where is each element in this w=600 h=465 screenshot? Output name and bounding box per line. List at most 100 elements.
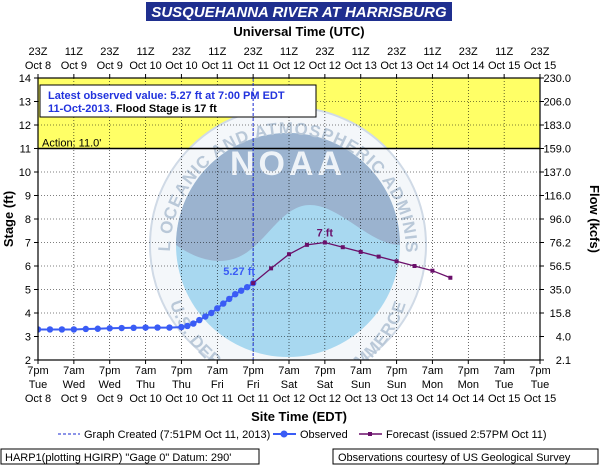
observed-point	[38, 326, 42, 333]
observed-point	[220, 300, 227, 307]
top-tick-date: Oct 15	[488, 60, 520, 72]
bottom-tick-day: Wed	[63, 379, 85, 391]
watermark-center-text: NOAA	[230, 145, 346, 183]
observed-point	[130, 324, 137, 332]
bottom-tick-date: Oct 10	[129, 393, 161, 405]
observed-point	[237, 287, 245, 294]
bottom-tick-time: 7pm	[171, 365, 192, 377]
series-layer	[38, 240, 453, 333]
forecast-point	[322, 240, 327, 245]
bottom-tick-date: Oct 10	[165, 393, 197, 405]
bottom-tick-date: Oct 9	[61, 393, 87, 405]
bottom-tick-date: Oct 14	[452, 393, 484, 405]
bottom-tick-day: Sat	[281, 379, 298, 391]
legend-forecast-label: Forecast (issued 2:57PM Oct 11)	[386, 429, 547, 441]
bottom-tick-day: Thu	[172, 379, 191, 391]
top-tick-label: 11Z	[352, 46, 370, 58]
top-tick-date: Oct 10	[165, 60, 197, 72]
top-tick-label: 23Z	[459, 46, 478, 58]
bottom-tick-day: Sun	[387, 379, 407, 391]
forecast-line	[252, 241, 451, 284]
bottom-tick-date: Oct 11	[201, 393, 233, 405]
observed-point	[178, 323, 185, 331]
right-tick-label: 4.0	[556, 332, 571, 344]
top-axis-title: Universal Time (UTC)	[233, 24, 364, 39]
forecast-point	[430, 268, 435, 273]
bottom-tick-day: Tue	[495, 379, 514, 391]
bottom-tick-time: 7am	[135, 365, 156, 377]
title-bar: SUSQUEHANNA RIVER AT HARRISBURG	[146, 2, 452, 21]
bottom-tick-date: Oct 15	[488, 393, 520, 405]
top-tick-date: Oct 9	[97, 60, 123, 72]
bottom-tick-time: 7pm	[99, 365, 120, 377]
left-tick-label: 2	[25, 355, 31, 367]
info-box-frame	[39, 84, 317, 118]
bottom-tick-day: Fri	[211, 379, 224, 391]
chart-title: SUSQUEHANNA RIVER AT HARRISBURG	[151, 4, 447, 21]
right-tick-label: 15.8	[550, 308, 571, 320]
info-date: 11-Oct-2013.	[48, 103, 113, 115]
bottom-tick-date: Oct 9	[97, 393, 123, 405]
observed-point	[106, 325, 113, 332]
top-tick-label: 23Z	[100, 46, 119, 58]
top-tick-label: 23Z	[244, 46, 263, 58]
watermark-seagull	[176, 133, 400, 261]
observed-point	[190, 320, 197, 327]
left-tick-label: 13	[19, 97, 31, 109]
right-tick-label: 76.2	[550, 238, 571, 250]
top-tick-label: 23Z	[531, 46, 550, 58]
bottom-tick-time: 7am	[493, 365, 514, 377]
observed-point	[208, 309, 215, 317]
legend-forecast-marker	[368, 432, 372, 436]
left-axis-title: Stage (ft)	[1, 191, 16, 247]
forecast-point	[340, 245, 345, 250]
bottom-tick-day: Thu	[136, 379, 155, 391]
observed-point	[214, 305, 221, 312]
axis-ticks: 2 3 4 5 6 7 8 9 10 11 12 13 14 2.1 4.0 15.8 35.0 56.5 76.2…	[19, 46, 571, 405]
info-line2: 11-Oct-2013. Flood Stage is 17 ft	[48, 103, 217, 115]
right-tick-label: 56.5	[550, 261, 571, 273]
top-tick-date: Oct 13	[345, 60, 377, 72]
right-tick-label: 2.1	[556, 355, 571, 367]
legend-created-label: Graph Created (7:51PM Oct 11, 2013)	[84, 429, 270, 441]
top-tick-label: 11Z	[280, 46, 298, 58]
top-tick-date: Oct 14	[416, 60, 448, 72]
annotations: 5.27 ft 7 ft	[223, 228, 333, 279]
right-tick-label: 137.0	[543, 167, 571, 179]
left-tick-label: 6	[25, 261, 31, 273]
bottom-tick-time: 7am	[207, 365, 228, 377]
bottom-tick-time: 7am	[350, 365, 371, 377]
bottom-tick-day: Mon	[458, 379, 479, 391]
forecast-point	[269, 266, 274, 271]
top-tick-date: Oct 11	[237, 60, 269, 72]
forecast-point	[394, 259, 399, 264]
left-tick-label: 5	[25, 285, 31, 297]
observed-point	[196, 316, 203, 324]
top-tick-date: Oct 8	[25, 60, 51, 72]
bottom-tick-day: Sun	[351, 379, 371, 391]
bottom-tick-time: 7pm	[27, 365, 48, 377]
right-tick-label: 206.0	[543, 97, 571, 109]
top-tick-date: Oct 12	[273, 60, 305, 72]
bottom-tick-time: 7pm	[458, 365, 479, 377]
forecast-point	[358, 249, 363, 254]
right-tick-label: 96.0	[550, 214, 571, 226]
forecast-point	[412, 264, 417, 268]
right-tick-label: 159.0	[543, 144, 571, 156]
forecast-point	[448, 275, 453, 280]
right-tick-label: 35.0	[550, 285, 571, 297]
bottom-tick-date: Oct 13	[380, 393, 412, 405]
bottom-tick-time: 7am	[422, 365, 443, 377]
observed-point	[226, 295, 233, 303]
bottom-tick-day: Tue	[29, 379, 48, 391]
legend-observed-label: Observed	[300, 429, 348, 441]
legend-observed-marker	[280, 430, 288, 438]
top-tick-label: 11Z	[137, 46, 155, 58]
top-tick-date: Oct 15	[524, 60, 556, 72]
bottom-tick-date: Oct 15	[524, 393, 556, 405]
left-tick-label: 14	[19, 73, 31, 85]
observed-point	[232, 291, 239, 298]
top-tick-label: 23Z	[29, 46, 48, 58]
bottom-tick-day: Fri	[247, 379, 260, 391]
